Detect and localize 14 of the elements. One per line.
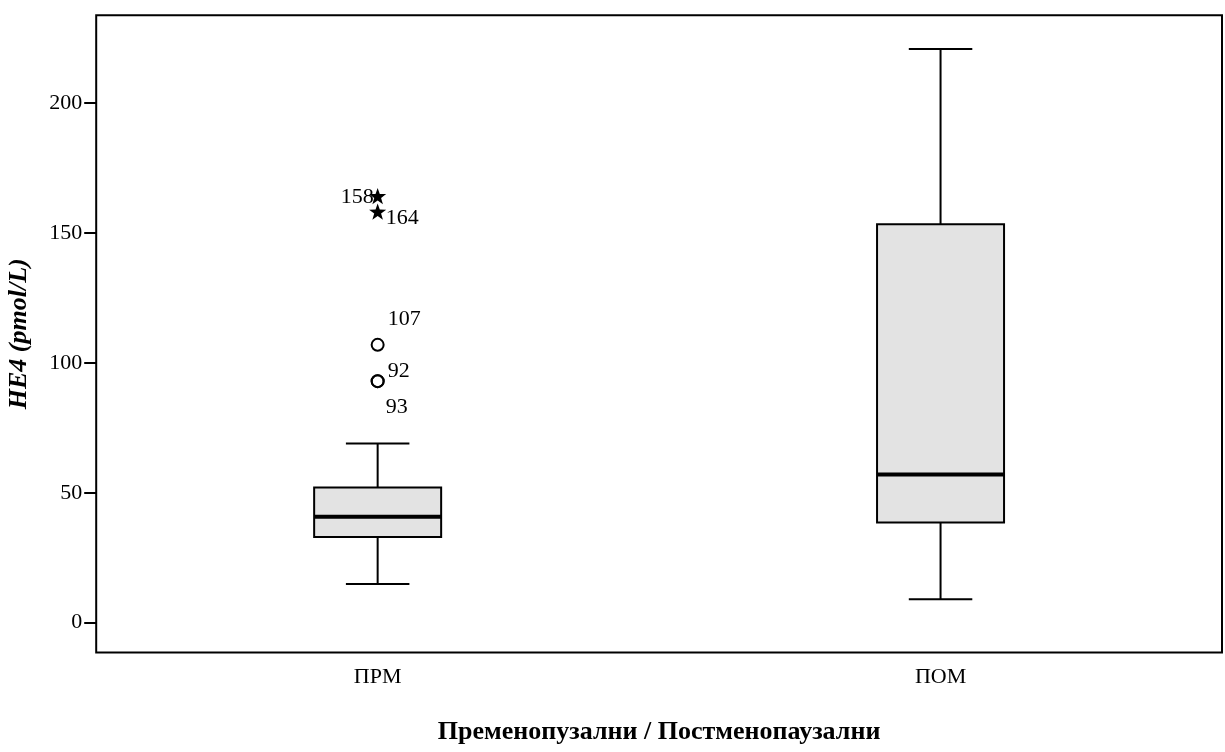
annotation: 92	[387, 356, 410, 382]
y-tick-label: 200	[49, 89, 83, 115]
x-tick-label: ПРМ	[353, 663, 402, 689]
x-tick-label: ПОМ	[914, 663, 967, 689]
annotation: 93	[385, 392, 408, 418]
annotation: 158	[340, 182, 374, 208]
y-tick-label: 50	[60, 478, 83, 504]
y-axis-title: HE4 (pmol/L)	[3, 258, 33, 411]
y-tick-label: 0	[71, 608, 83, 634]
x-axis-title: Пременопузални / Постменопаузални	[437, 716, 881, 746]
y-tick-label: 150	[49, 219, 83, 244]
annotation: 107	[387, 304, 421, 330]
annotation: 164	[385, 204, 419, 230]
y-tick-label: 100	[49, 348, 83, 374]
